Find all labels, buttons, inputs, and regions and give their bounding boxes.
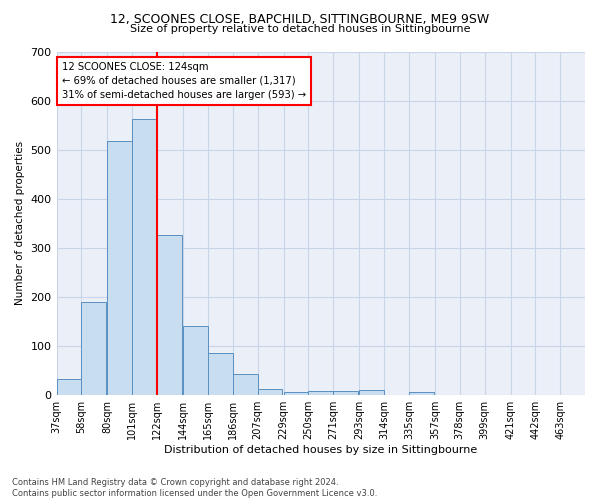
Bar xyxy=(132,119,157,395)
Text: 12, SCOONES CLOSE, BAPCHILD, SITTINGBOURNE, ME9 9SW: 12, SCOONES CLOSE, BAPCHILD, SITTINGBOUR… xyxy=(110,12,490,26)
Bar xyxy=(233,374,257,395)
Bar xyxy=(82,302,106,395)
Bar xyxy=(308,391,333,395)
Bar xyxy=(284,392,308,395)
Text: Contains HM Land Registry data © Crown copyright and database right 2024.
Contai: Contains HM Land Registry data © Crown c… xyxy=(12,478,377,498)
Bar xyxy=(107,142,132,395)
Bar xyxy=(333,391,358,395)
Bar xyxy=(157,235,182,395)
Bar xyxy=(257,390,283,395)
Bar xyxy=(208,354,233,395)
Bar xyxy=(409,392,434,395)
Text: Size of property relative to detached houses in Sittingbourne: Size of property relative to detached ho… xyxy=(130,24,470,34)
Bar xyxy=(183,326,208,395)
Bar xyxy=(56,379,82,395)
Y-axis label: Number of detached properties: Number of detached properties xyxy=(15,142,25,306)
X-axis label: Distribution of detached houses by size in Sittingbourne: Distribution of detached houses by size … xyxy=(164,445,478,455)
Text: 12 SCOONES CLOSE: 124sqm
← 69% of detached houses are smaller (1,317)
31% of sem: 12 SCOONES CLOSE: 124sqm ← 69% of detach… xyxy=(62,62,306,100)
Bar xyxy=(359,390,384,395)
